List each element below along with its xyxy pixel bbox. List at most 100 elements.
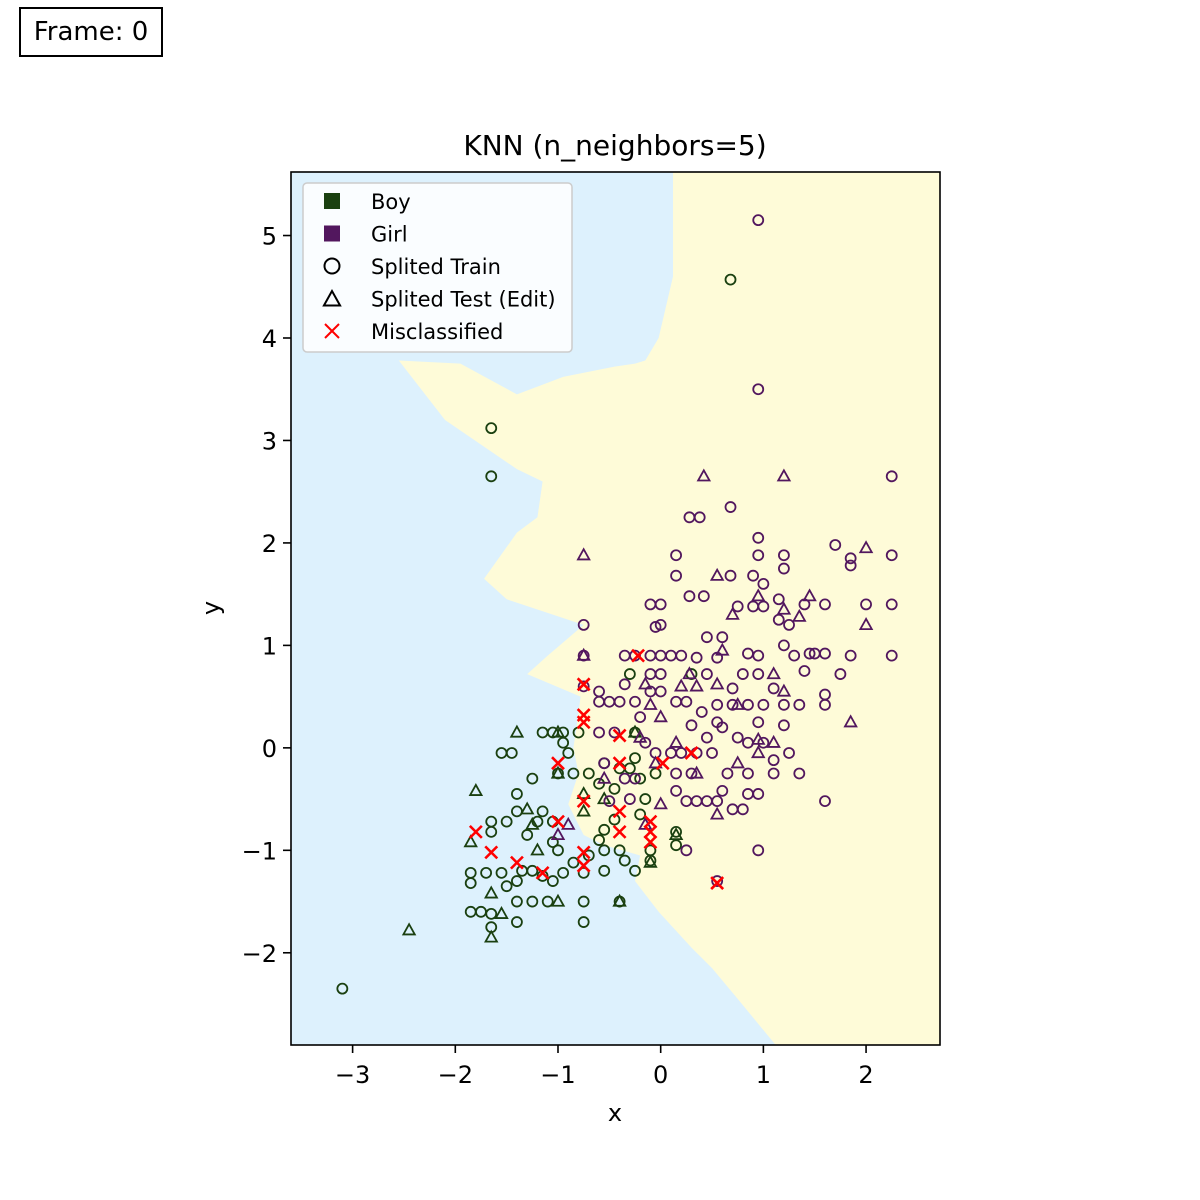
misclassified-marker [612, 728, 627, 743]
boy-train-point [485, 907, 498, 920]
girl-test-point [696, 468, 712, 482]
girl-train-point [783, 618, 795, 631]
girl-train-point [844, 552, 857, 565]
girl-train-point [793, 767, 806, 780]
girl-train-point [767, 682, 780, 695]
x-tick-label: −1 [540, 1061, 575, 1089]
boy-train-point [577, 916, 590, 928]
girl-train-point [747, 569, 760, 582]
boy-train-point [464, 877, 477, 890]
y-tick-label: −2 [242, 940, 277, 968]
legend-marker-boy [324, 193, 340, 209]
girl-train-point [778, 549, 790, 562]
girl-train-point [629, 772, 641, 785]
boy-train-point [485, 422, 498, 435]
boy-train-point [500, 815, 513, 828]
x-tick-label: 0 [653, 1061, 668, 1089]
boy-train-point [557, 866, 570, 879]
misclassified-marker [576, 794, 591, 809]
girl-train-point [665, 747, 677, 759]
girl-train-point [697, 590, 710, 603]
boy-train-point [629, 864, 641, 877]
girl-test-point [751, 731, 766, 745]
girl-test-point [638, 676, 653, 690]
girl-train-point [772, 613, 785, 626]
girl-train-point [778, 719, 790, 732]
boy-train-point [593, 777, 605, 790]
boy-test-point [484, 929, 499, 943]
misclassified-marker [551, 756, 565, 771]
girl-train-point [598, 757, 611, 770]
girl-train-point [731, 731, 744, 744]
misclassified-marker [535, 865, 550, 880]
girl-test-point [776, 468, 792, 482]
girl-test-point [709, 676, 725, 690]
girl-train-point [834, 668, 847, 680]
boy-train-point [552, 844, 564, 857]
girl-train-point [752, 214, 765, 227]
misclassified-marker [612, 824, 627, 839]
boy-train-point [598, 864, 611, 877]
boy-train-point [511, 875, 523, 887]
misclassified-marker [643, 824, 658, 839]
girl-train-point [829, 539, 842, 551]
girl-train-point [670, 784, 682, 797]
girl-region [398, 172, 940, 1045]
misclassified-marker [710, 876, 725, 891]
x-tick-label: 1 [756, 1061, 771, 1089]
y-axis-label: y [197, 601, 225, 615]
legend-label: Girl [371, 223, 408, 247]
girl-test-point [766, 734, 781, 748]
girl-train-point [885, 470, 898, 483]
x-tick-label: −3 [335, 1061, 370, 1089]
girl-train-point [711, 795, 724, 808]
girl-test-point [802, 588, 817, 602]
girl-train-point [757, 600, 770, 613]
misclassified-marker [655, 756, 670, 771]
girl-train-point [577, 680, 590, 693]
plot-area [291, 172, 940, 1045]
boy-train-point [618, 854, 631, 867]
girl-train-point [618, 649, 631, 662]
boy-train-point [336, 982, 349, 995]
x-tick-label: −2 [438, 1061, 473, 1089]
girl-train-point [844, 649, 857, 662]
girl-test-point [715, 642, 730, 656]
misclassified-marker [684, 746, 699, 760]
girl-train-point [819, 698, 831, 711]
boy-train-point [480, 866, 493, 879]
boy-train-point [567, 767, 580, 780]
girl-train-point [629, 695, 641, 708]
legend-label: Splited Test (Edit) [371, 288, 556, 312]
y-tick-label: 2 [262, 530, 277, 558]
y-axis: −2 −1 0 1 2 3 4 5 [242, 223, 291, 968]
boy-train-point [670, 825, 682, 838]
legend-marker-girl [324, 225, 340, 242]
legend-label: Splited Train [371, 255, 501, 279]
boy-test-point [550, 724, 566, 738]
girl-train-point [752, 788, 765, 800]
girl-test-point [776, 683, 792, 697]
boy-train-point [511, 916, 523, 928]
boy-train-point [511, 895, 523, 908]
girl-train-point [670, 549, 682, 562]
boy-test-point [550, 765, 566, 779]
girl-test-point [792, 608, 807, 622]
legend-label: Misclassified [371, 320, 503, 344]
girl-train-point [726, 682, 739, 695]
boy-train-point [629, 752, 641, 764]
girl-train-point [819, 598, 831, 611]
boy-test-point [401, 922, 417, 936]
girl-train-point [885, 649, 898, 662]
boy-train-point [546, 875, 559, 887]
boy-test-point [519, 801, 535, 815]
girl-train-point [690, 651, 703, 664]
girl-train-point [752, 716, 765, 729]
girl-test-point [776, 601, 792, 615]
girl-train-point [752, 668, 765, 680]
misclassified-marker [576, 677, 591, 692]
misclassified-marker [576, 858, 591, 873]
boy-train-point [485, 815, 498, 828]
boy-train-point [526, 864, 539, 877]
